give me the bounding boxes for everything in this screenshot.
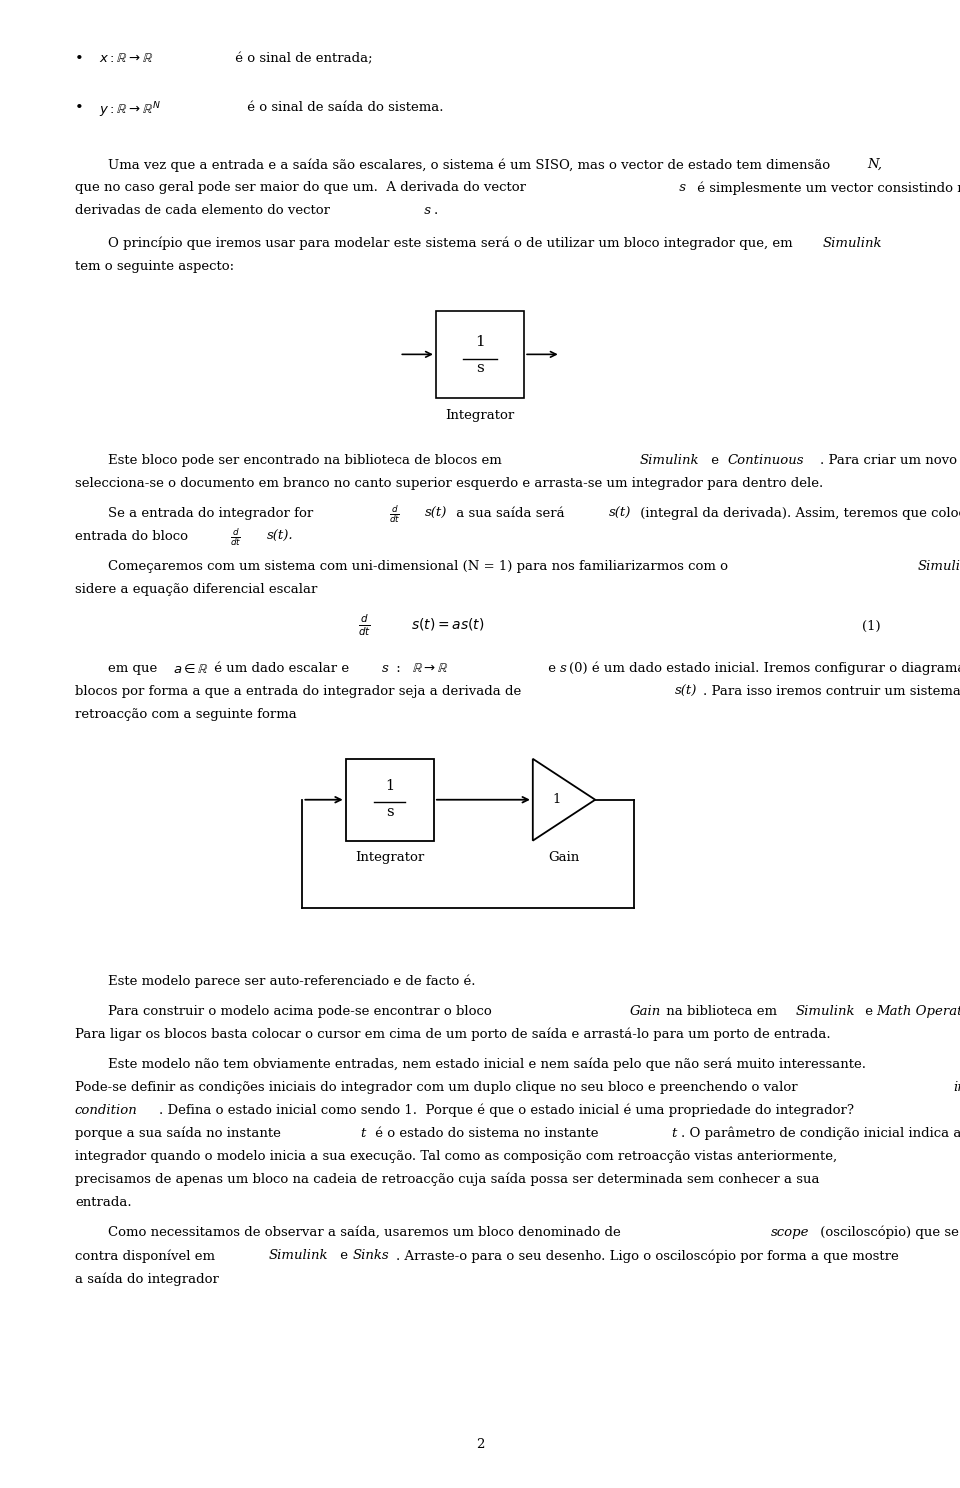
Text: 2: 2 — [476, 1437, 484, 1451]
Text: Sinks: Sinks — [352, 1248, 389, 1262]
Text: $x : \mathbb{R} \rightarrow \mathbb{R}$: $x : \mathbb{R} \rightarrow \mathbb{R}$ — [99, 52, 154, 65]
Text: t: t — [671, 1126, 677, 1140]
Text: s(t): s(t) — [609, 507, 631, 521]
Text: (osciloscópio) que se en-: (osciloscópio) que se en- — [816, 1226, 960, 1240]
Text: tem o seguinte aspecto:: tem o seguinte aspecto: — [75, 259, 234, 272]
Text: scope: scope — [771, 1226, 809, 1240]
FancyBboxPatch shape — [436, 311, 524, 397]
Text: s(t).: s(t). — [267, 530, 294, 543]
Text: Este modelo parece ser auto-referenciado e de facto é.: Este modelo parece ser auto-referenciado… — [108, 975, 476, 988]
Text: Simulink: Simulink — [269, 1248, 328, 1262]
Text: derivadas de cada elemento do vector: derivadas de cada elemento do vector — [75, 204, 330, 217]
Text: Para ligar os blocos basta colocar o cursor em cima de um porto de saída e arras: Para ligar os blocos basta colocar o cur… — [75, 1028, 830, 1042]
Text: retroacção com a seguinte forma: retroacção com a seguinte forma — [75, 708, 297, 720]
Text: condition: condition — [75, 1104, 137, 1116]
Text: blocos por forma a que a entrada do integrador seja a derivada de: blocos por forma a que a entrada do inte… — [75, 684, 525, 698]
Text: porque a sua saída no instante: porque a sua saída no instante — [75, 1126, 285, 1140]
Text: •: • — [75, 52, 84, 65]
Text: precisamos de apenas um bloco na cadeia de retroacção cuja saída possa ser deter: precisamos de apenas um bloco na cadeia … — [75, 1173, 820, 1186]
Text: 1: 1 — [385, 780, 395, 793]
Text: selecciona-se o documento em branco no canto superior esquerdo e arrasta-se um i: selecciona-se o documento em branco no c… — [75, 478, 823, 490]
Text: Simulink: Simulink — [823, 237, 882, 250]
Text: Pode-se definir as condições iniciais do integrador com um duplo clique no seu b: Pode-se definir as condições iniciais do… — [75, 1080, 802, 1094]
Text: Este modelo não tem obviamente entradas, nem estado inicial e nem saída pelo que: Este modelo não tem obviamente entradas,… — [108, 1058, 867, 1071]
Text: entrada do bloco: entrada do bloco — [75, 530, 192, 543]
Text: 1: 1 — [552, 793, 561, 806]
Text: Math Operations: Math Operations — [876, 1004, 960, 1018]
Text: Simulink: Simulink — [918, 559, 960, 573]
Text: $a \in \mathbb{R}$: $a \in \mathbb{R}$ — [173, 662, 208, 676]
Text: entrada.: entrada. — [75, 1196, 132, 1208]
Text: . Arraste-o para o seu desenho. Ligo o osciloscópio por forma a que mostre: . Arraste-o para o seu desenho. Ligo o o… — [396, 1248, 900, 1262]
Text: :: : — [392, 662, 405, 674]
Text: s: s — [386, 805, 394, 818]
Text: Uma vez que a entrada e a saída são escalares, o sistema é um SISO, mas o vector: Uma vez que a entrada e a saída são esca… — [108, 158, 830, 171]
Text: Gain: Gain — [548, 851, 580, 865]
Text: é um dado escalar e: é um dado escalar e — [210, 662, 353, 674]
Text: a sua saída será: a sua saída será — [452, 507, 569, 521]
Text: . Para criar um novo modelo: . Para criar um novo modelo — [820, 454, 960, 467]
Text: (0) é um dado estado inicial. Iremos configurar o diagrama de: (0) é um dado estado inicial. Iremos con… — [569, 662, 960, 676]
Text: Como necessitamos de observar a saída, usaremos um bloco denominado de: Como necessitamos de observar a saída, u… — [108, 1226, 626, 1240]
Text: é o sinal de saída do sistema.: é o sinal de saída do sistema. — [243, 101, 444, 113]
Text: Gain: Gain — [630, 1004, 661, 1018]
Text: initial: initial — [953, 1080, 960, 1094]
Text: N,: N, — [867, 158, 882, 171]
Text: sidere a equação diferencial escalar: sidere a equação diferencial escalar — [75, 583, 317, 597]
Text: s: s — [560, 662, 566, 674]
Text: que no caso geral pode ser maior do que um.  A derivada do vector: que no caso geral pode ser maior do que … — [75, 182, 526, 195]
Text: Para construir o modelo acima pode-se encontrar o bloco: Para construir o modelo acima pode-se en… — [108, 1004, 496, 1018]
Text: s: s — [420, 204, 431, 217]
Text: s: s — [675, 182, 685, 195]
Text: (integral da derivada). Assim, teremos que colocar na: (integral da derivada). Assim, teremos q… — [636, 507, 960, 521]
Text: é o estado do sistema no instante: é o estado do sistema no instante — [371, 1126, 602, 1140]
Text: a saída do integrador: a saída do integrador — [75, 1272, 219, 1286]
Text: Se a entrada do integrador for: Se a entrada do integrador for — [108, 507, 318, 521]
Text: . Para isso iremos contruir um sistema com: . Para isso iremos contruir um sistema c… — [703, 684, 960, 698]
Polygon shape — [533, 759, 595, 841]
Text: . O parâmetro de condição inicial indica a saída do: . O parâmetro de condição inicial indica… — [681, 1126, 960, 1140]
Text: Integrator: Integrator — [445, 409, 515, 423]
Text: $\mathbb{R} \rightarrow \mathbb{R}$: $\mathbb{R} \rightarrow \mathbb{R}$ — [412, 662, 448, 674]
Text: Simulink: Simulink — [796, 1004, 855, 1018]
Text: na biblioteca em: na biblioteca em — [662, 1004, 781, 1018]
Text: . Defina o estado inicial como sendo 1.  Porque é que o estado inicial é uma pro: . Defina o estado inicial como sendo 1. … — [159, 1104, 854, 1117]
Text: e: e — [861, 1004, 877, 1018]
Text: s(t): s(t) — [675, 684, 697, 698]
Text: $\frac{d}{dt}$: $\frac{d}{dt}$ — [230, 525, 242, 548]
FancyBboxPatch shape — [346, 759, 434, 841]
Text: Integrator: Integrator — [355, 851, 424, 865]
Text: .: . — [434, 204, 438, 217]
Text: é simplesmente um vector consistindo nas: é simplesmente um vector consistindo nas — [693, 182, 960, 195]
Text: Simulink: Simulink — [639, 454, 699, 467]
Text: Este bloco pode ser encontrado na biblioteca de blocos em: Este bloco pode ser encontrado na biblio… — [108, 454, 507, 467]
Text: 1: 1 — [475, 335, 485, 350]
Text: •: • — [75, 101, 84, 115]
Text: em que: em que — [108, 662, 162, 674]
Text: Começaremos com um sistema com uni-dimensional (N = 1) para nos familiarizarmos : Começaremos com um sistema com uni-dimen… — [108, 559, 732, 573]
Text: Continuous: Continuous — [728, 454, 804, 467]
Text: $\frac{d}{dt}$: $\frac{d}{dt}$ — [389, 503, 400, 525]
Text: s: s — [476, 362, 484, 375]
Text: $\frac{d}{dt}$: $\frac{d}{dt}$ — [358, 613, 372, 638]
Text: $s(t) = as(t)$: $s(t) = as(t)$ — [411, 616, 484, 632]
Text: integrador quando o modelo inicia a sua execução. Tal como as composição com ret: integrador quando o modelo inicia a sua … — [75, 1150, 837, 1162]
Text: s: s — [382, 662, 389, 674]
Text: e: e — [707, 454, 723, 467]
Text: $y : \mathbb{R} \rightarrow \mathbb{R}^N$: $y : \mathbb{R} \rightarrow \mathbb{R}^N… — [99, 101, 160, 121]
Text: O princípio que iremos usar para modelar este sistema será o de utilizar um bloc: O princípio que iremos usar para modelar… — [108, 237, 793, 250]
Text: e: e — [544, 662, 561, 674]
Text: é o sinal de entrada;: é o sinal de entrada; — [231, 52, 373, 65]
Text: (1): (1) — [862, 620, 880, 632]
Text: e: e — [336, 1248, 352, 1262]
Text: s(t): s(t) — [425, 507, 447, 521]
Text: t: t — [360, 1126, 366, 1140]
Text: contra disponível em: contra disponível em — [75, 1248, 219, 1262]
